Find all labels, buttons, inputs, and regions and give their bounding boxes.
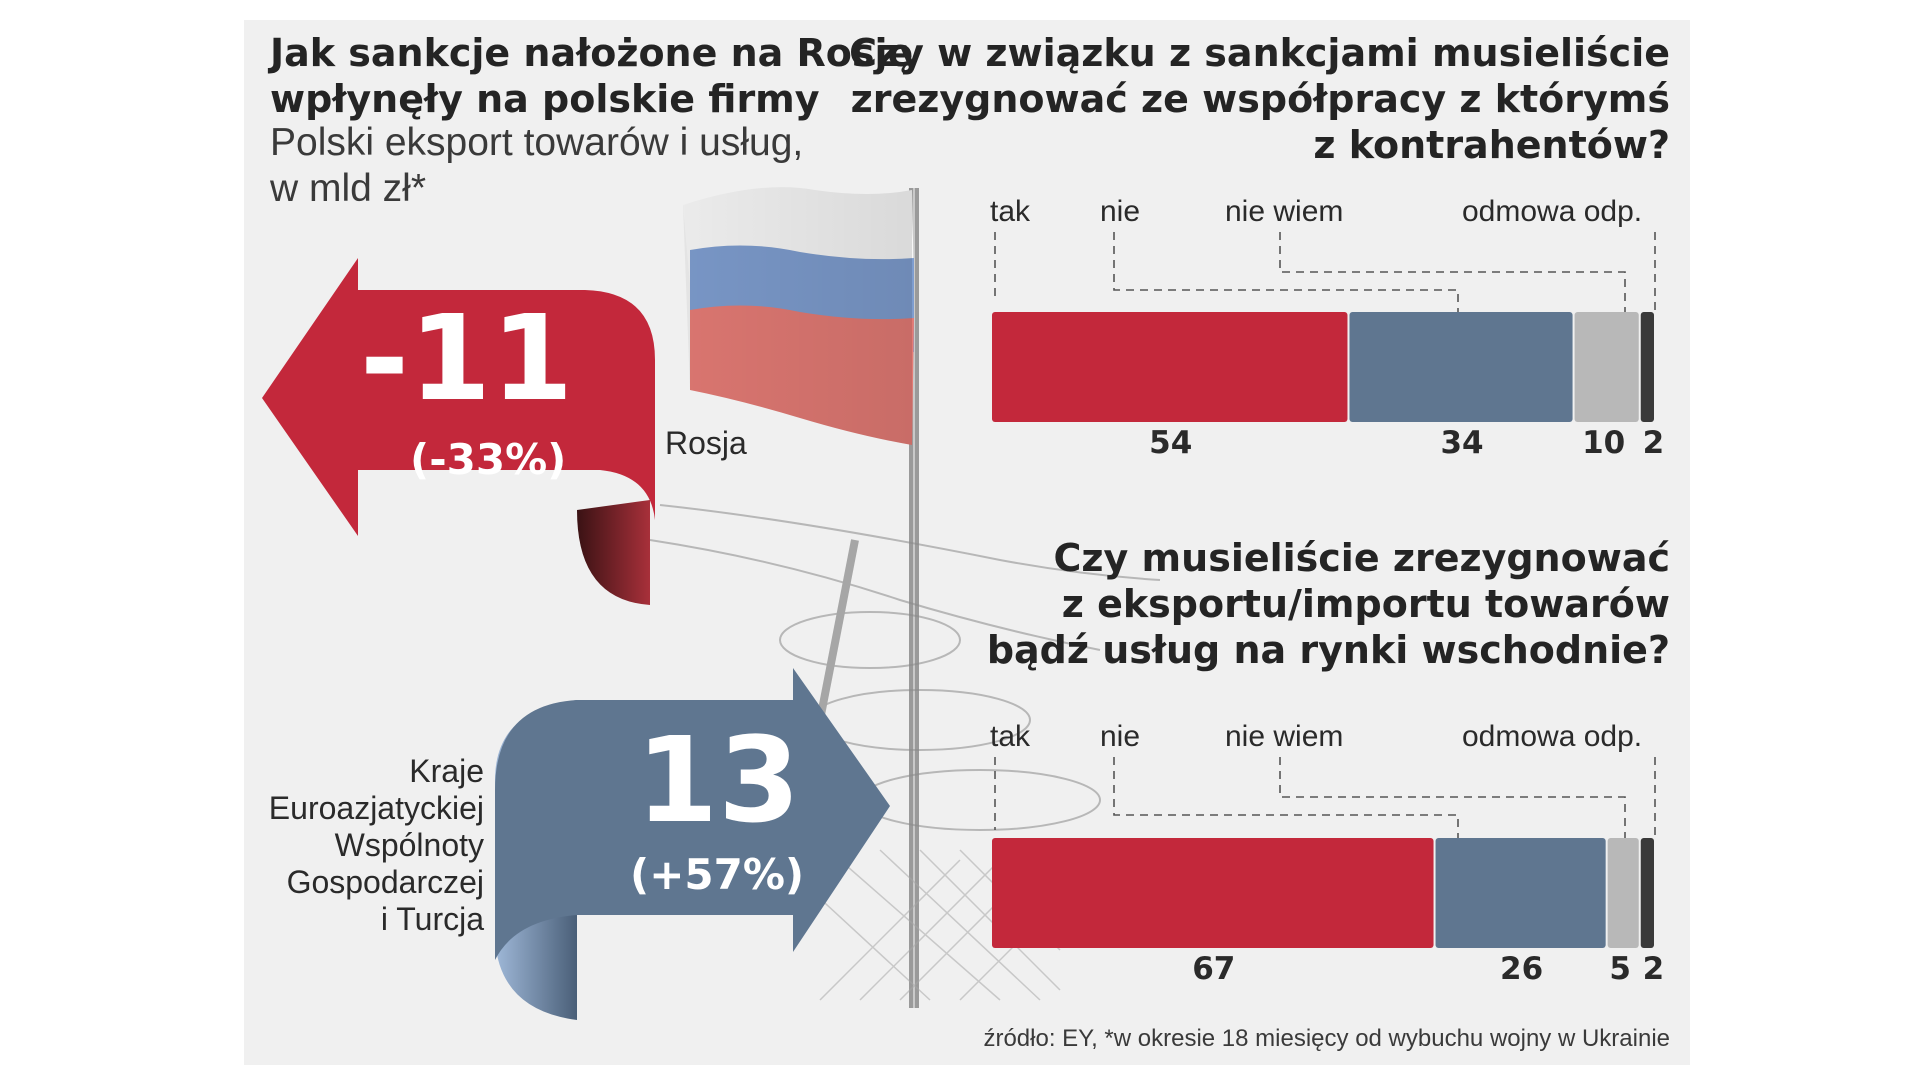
chart1-bar-tak [992, 312, 1348, 422]
chart1-value-tak: 54 [1149, 425, 1193, 461]
source-note: źródło: EY, *w okresie 18 miesięcy od wy… [983, 1025, 1670, 1052]
eaeu-label: Kraje Euroazjatyckiej Wspólnoty Gospodar… [269, 753, 484, 938]
chart2-legend-tak: tak [990, 720, 1031, 753]
eaeu-export-value: 13 [636, 711, 801, 849]
left-title-line: Jak sankcje nałożone na Rosję [270, 31, 914, 75]
eaeu-export-arrow [495, 668, 890, 1020]
chart2-value-nie: 26 [1500, 951, 1544, 987]
chart1-legend-odmowa: odmowa odp. [1462, 195, 1643, 228]
russia-export-arrow [262, 258, 655, 605]
left-subtitle: Polski eksport towarów i usług, w mld zł… [270, 120, 803, 212]
chart2-value-nie-wiem: 5 [1609, 951, 1631, 987]
chart1-value-nie-wiem: 10 [1582, 425, 1626, 461]
left-subtitle-line: Polski eksport towarów i usług, [270, 121, 804, 164]
chart1-label-connectors [994, 232, 1656, 312]
chart2-stacked-bar [992, 838, 1654, 948]
chart1-legend-nie-wiem: nie wiem [1225, 195, 1344, 228]
chart1-title: Czy w związku z sankcjami musieliście zr… [849, 30, 1670, 168]
chart1-value-odmowa: 2 [1642, 425, 1665, 461]
eaeu-label-line: Kraje [409, 753, 484, 789]
russian-flag-image [683, 187, 914, 445]
chart2-legend-nie-wiem: nie wiem [1225, 720, 1344, 753]
eaeu-label-line: Gospodarczej [286, 864, 484, 900]
chart2-value-odmowa: 2 [1642, 951, 1665, 987]
chart2-legend-nie: nie [1100, 720, 1141, 753]
chart2-title-line: z eksportu/importu towarów [1061, 582, 1670, 626]
chart2-bar-tak [992, 838, 1434, 948]
chart1-legend-nie: nie [1100, 195, 1141, 228]
chart1-bar-nie-wiem [1574, 312, 1639, 422]
eaeu-label-line: Wspólnoty [334, 827, 484, 863]
chart2-title-line: bądź usług na rynki wschodnie? [986, 628, 1670, 672]
russia-export-pct: (-33%) [410, 435, 567, 484]
chart2-value-tak: 67 [1192, 951, 1236, 987]
chart1-title-line: z kontrahentów? [1313, 123, 1670, 167]
chart1-value-nie: 34 [1440, 425, 1484, 461]
left-title: Jak sankcje nałożone na Rosję wpłynęły n… [270, 30, 913, 122]
chart2-title-line: Czy musieliście zrezygnować [1053, 536, 1670, 580]
left-title-line: wpłynęły na polskie firmy [270, 77, 820, 121]
chart1-stacked-bar [992, 312, 1654, 422]
chart1-title-line: zrezygnować ze współpracy z którymś [850, 77, 1670, 121]
chart2-legend-odmowa: odmowa odp. [1462, 720, 1643, 753]
chart1-title-line: Czy w związku z sankcjami musieliście [849, 31, 1670, 75]
chart2-bar-nie [1435, 838, 1606, 948]
russia-label: Rosja [665, 425, 747, 461]
left-subtitle-line: w mld zł* [270, 167, 427, 210]
chart1-legend-tak: tak [990, 195, 1031, 228]
eaeu-label-line: i Turcja [380, 901, 484, 937]
chart2-label-connectors [994, 757, 1656, 838]
eaeu-label-line: Euroazjatyckiej [268, 790, 484, 826]
chart2-bar-nie-wiem [1607, 838, 1639, 948]
chart1-bar-nie [1349, 312, 1573, 422]
chart2-title: Czy musieliście zrezygnować z eksportu/i… [987, 535, 1670, 673]
russia-export-value: -11 [360, 289, 574, 427]
eaeu-export-pct: (+57%) [630, 850, 805, 899]
chart1-bar-odmowa [1640, 312, 1654, 422]
chart2-bar-odmowa [1640, 838, 1654, 948]
